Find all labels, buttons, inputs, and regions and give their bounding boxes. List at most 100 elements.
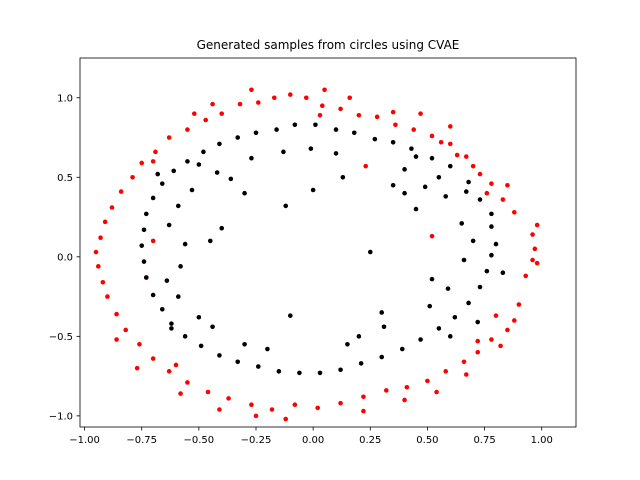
data-point-series-0-90 <box>317 112 323 118</box>
data-point-series-1-11 <box>333 127 339 132</box>
data-point-series-1-87 <box>379 310 385 315</box>
data-point-series-0-94 <box>150 238 156 244</box>
data-point-series-0-57 <box>383 388 389 393</box>
data-point-series-1-24 <box>141 227 147 233</box>
y-tick-label: −1.0 <box>49 411 73 422</box>
data-point-series-1-41 <box>379 354 385 360</box>
data-point-series-0-60 <box>443 369 449 374</box>
data-point-series-0-6 <box>516 302 522 307</box>
data-point-series-1-62 <box>242 341 247 347</box>
data-point-series-1-23 <box>143 211 149 217</box>
data-point-series-1-9 <box>372 136 378 142</box>
data-point-series-1-12 <box>313 122 318 128</box>
data-point-series-0-72 <box>210 101 215 107</box>
data-point-series-0-43 <box>114 311 119 317</box>
data-point-series-0-71 <box>249 87 254 93</box>
data-point-series-0-27 <box>237 101 243 107</box>
data-point-series-1-37 <box>297 370 302 376</box>
data-point-series-0-37 <box>102 219 108 225</box>
data-point-series-0-76 <box>447 124 453 129</box>
data-point-series-0-63 <box>489 337 494 342</box>
data-point-series-1-64 <box>356 334 362 339</box>
data-point-series-1-18 <box>201 149 206 155</box>
data-point-series-1-94 <box>413 154 419 159</box>
data-point-series-1-29 <box>159 307 165 312</box>
data-point-series-1-33 <box>217 353 222 358</box>
data-point-series-0-34 <box>130 174 135 180</box>
data-point-series-1-70 <box>413 206 419 212</box>
data-point-series-1-89 <box>345 341 350 347</box>
data-point-series-1-38 <box>317 370 323 376</box>
data-point-series-1-56 <box>175 203 181 209</box>
data-point-series-1-6 <box>429 155 435 161</box>
data-point-series-0-48 <box>185 380 190 385</box>
data-point-series-1-49 <box>489 252 494 258</box>
data-point-series-1-17 <box>217 141 222 147</box>
data-point-series-1-59 <box>175 294 181 299</box>
data-point-series-0-17 <box>411 127 417 132</box>
data-point-series-1-73 <box>308 146 314 151</box>
data-point-series-0-58 <box>404 384 410 390</box>
data-point-series-1-20 <box>171 168 177 174</box>
data-point-series-0-62 <box>475 349 481 355</box>
data-point-series-0-66 <box>454 152 460 158</box>
data-point-series-0-2 <box>532 246 538 252</box>
data-point-series-0-24 <box>287 92 293 97</box>
y-axis: −1.0 −0.5 0.0 0.5 1.0 <box>49 93 80 422</box>
data-point-series-1-99 <box>489 224 494 229</box>
data-point-series-1-80 <box>340 174 346 180</box>
data-point-series-0-25 <box>271 95 277 101</box>
data-point-series-0-46 <box>150 356 156 361</box>
data-point-series-0-13 <box>477 171 483 177</box>
data-point-series-1-63 <box>265 346 270 352</box>
data-point-series-1-10 <box>351 130 357 136</box>
data-point-series-1-55 <box>189 187 195 193</box>
data-point-series-1-92 <box>447 334 453 339</box>
x-tick-label: −0.25 <box>241 435 272 446</box>
data-point-series-0-22 <box>319 103 325 109</box>
data-point-series-1-67 <box>445 286 451 291</box>
data-point-series-1-0 <box>500 270 506 276</box>
data-point-series-1-3 <box>477 197 483 202</box>
data-point-series-1-86 <box>287 313 293 318</box>
data-point-series-1-68 <box>461 257 467 263</box>
data-point-series-0-61 <box>461 359 467 365</box>
data-point-series-1-28 <box>150 292 156 298</box>
data-point-series-0-65 <box>470 163 476 169</box>
x-tick-label: 0.25 <box>359 435 381 446</box>
data-point-series-0-29 <box>203 117 209 123</box>
data-point-series-0-14 <box>463 154 469 159</box>
data-point-series-0-21 <box>338 106 343 112</box>
data-point-series-1-72 <box>333 151 339 156</box>
data-point-series-0-91 <box>438 140 444 145</box>
data-point-series-1-60 <box>196 314 202 320</box>
data-point-series-1-40 <box>358 361 364 366</box>
data-point-series-0-38 <box>98 235 103 241</box>
data-point-series-1-13 <box>292 122 298 128</box>
data-point-series-0-20 <box>356 112 362 118</box>
data-point-series-1-85 <box>402 190 407 196</box>
data-point-series-1-35 <box>255 364 261 369</box>
data-point-series-0-54 <box>315 405 321 411</box>
data-point-series-0-40 <box>95 264 101 269</box>
data-point-series-1-48 <box>484 268 490 274</box>
data-point-series-1-53 <box>402 167 407 172</box>
data-point-series-1-91 <box>242 190 247 196</box>
x-tick-label: −0.75 <box>126 435 157 446</box>
data-point-series-0-1 <box>530 232 535 237</box>
data-point-series-0-23 <box>303 95 309 101</box>
data-point-series-0-79 <box>475 338 481 344</box>
data-point-series-1-50 <box>459 221 465 226</box>
data-point-series-1-78 <box>178 264 183 269</box>
data-point-series-1-2 <box>489 211 494 217</box>
data-point-series-1-61 <box>210 324 215 330</box>
data-point-series-1-15 <box>253 130 259 136</box>
data-point-series-1-66 <box>427 303 433 309</box>
data-point-series-0-4 <box>523 273 529 279</box>
data-point-series-1-1 <box>493 241 499 247</box>
data-point-series-0-68 <box>150 159 156 164</box>
data-point-series-1-14 <box>274 127 279 132</box>
data-point-series-0-67 <box>173 362 179 368</box>
data-point-series-1-93 <box>169 326 174 331</box>
data-point-series-0-12 <box>489 181 494 186</box>
